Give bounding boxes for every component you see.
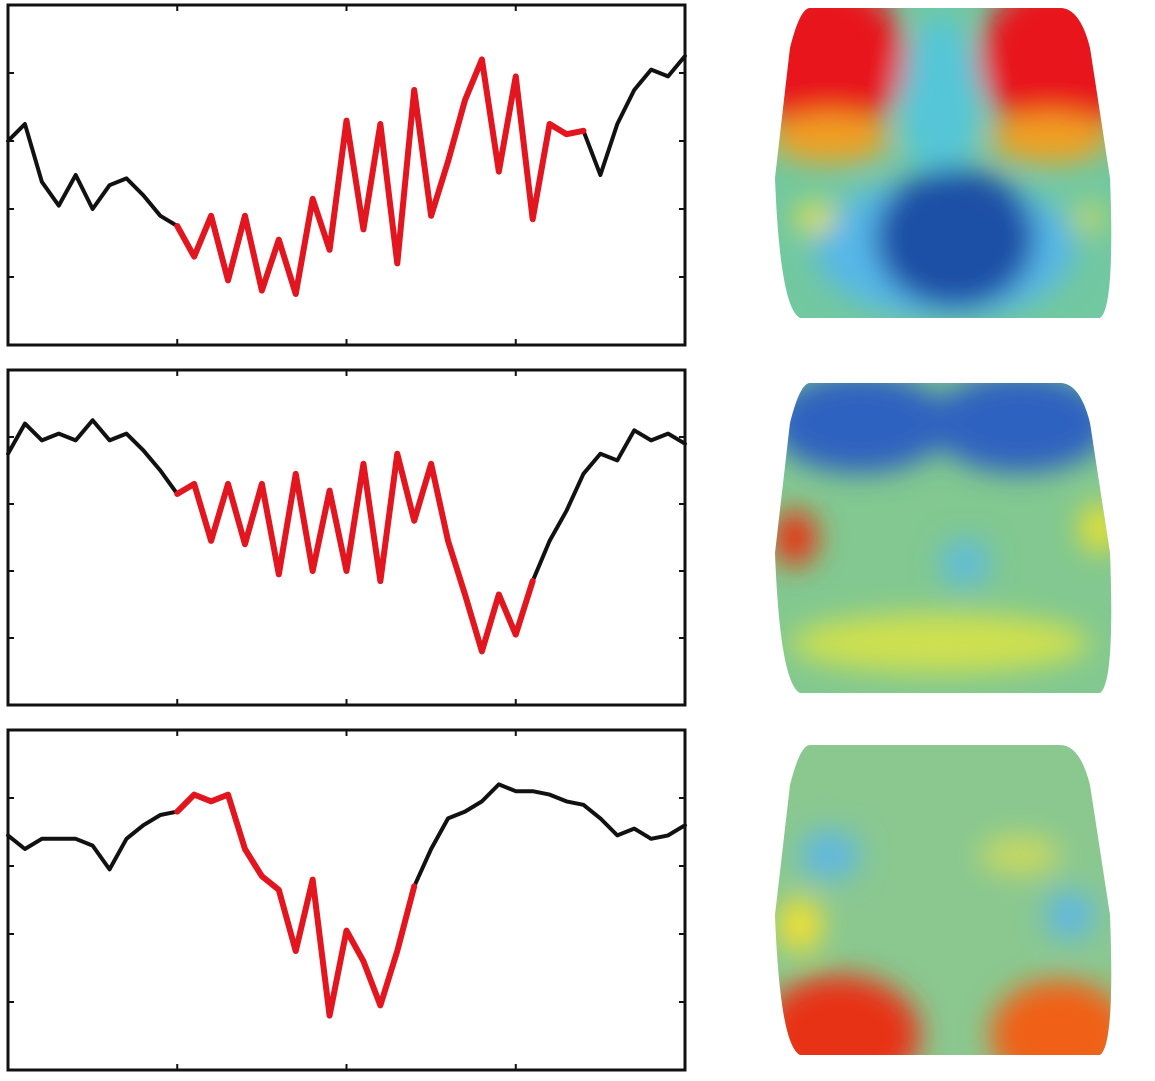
heatmap-3 — [775, 745, 1112, 1055]
heatmap-2 — [775, 383, 1112, 693]
line-series — [6, 54, 687, 228]
heatmap-1 — [775, 8, 1112, 318]
line-series — [174, 450, 536, 655]
plot-frame — [6, 3, 687, 347]
line-series — [6, 782, 687, 889]
line-series — [6, 418, 687, 584]
line-chart — [6, 3, 687, 347]
line-series — [174, 791, 418, 1019]
line-chart — [6, 728, 687, 1072]
line-chart — [6, 368, 687, 707]
line-series — [174, 56, 587, 297]
plot-frame — [6, 368, 687, 707]
plot-frame — [6, 728, 687, 1072]
